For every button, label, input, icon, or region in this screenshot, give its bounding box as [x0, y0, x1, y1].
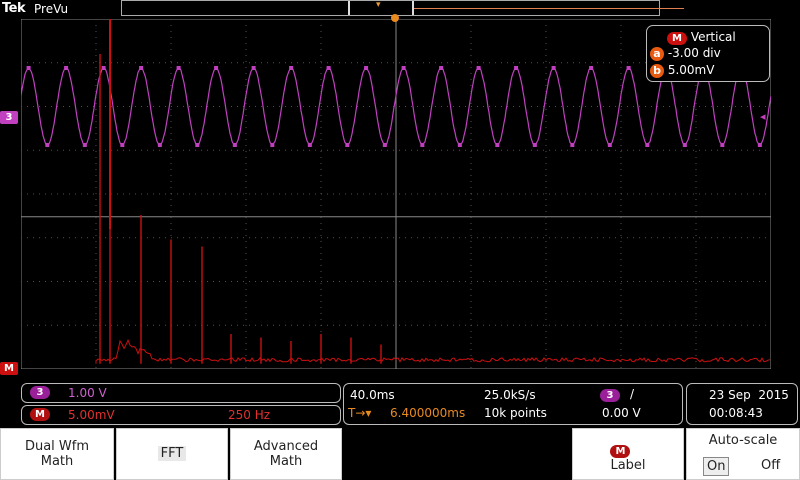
advanced-label: Advanced	[231, 439, 341, 454]
vertical-title-row: M Vertical	[667, 30, 736, 45]
ch3-trough-mark	[45, 143, 49, 147]
ch3-trough-mark	[683, 143, 687, 147]
ch3-trough-mark	[233, 143, 237, 147]
ch3-peak-mark	[627, 66, 631, 70]
top-bar: Tek PreVu ▾	[0, 0, 800, 18]
time: 00:08:43	[709, 406, 763, 420]
vertical-offset-row[interactable]: a -3.00 div	[650, 46, 721, 61]
math-badge: M	[667, 32, 687, 45]
sample-rate: 25.0kS/s	[484, 388, 536, 402]
ch3-peak-mark	[289, 66, 293, 70]
ch3-trough-mark	[83, 143, 87, 147]
trigger-position-icon: T→▾	[348, 406, 371, 420]
ch3-peak-mark	[552, 66, 556, 70]
ch3-trough-mark	[308, 143, 312, 147]
ch3-trough-mark	[345, 143, 349, 147]
math-status-badge: M	[30, 408, 50, 421]
fft-label: FFT	[158, 446, 187, 461]
dual-wfm-math-button[interactable]: Dual Wfm Math	[0, 428, 114, 480]
ch3-trough-mark	[608, 143, 612, 147]
math-status[interactable]: M 5.00mV 250 Hz	[21, 405, 341, 425]
ch3-peak-mark	[439, 66, 443, 70]
ch3-trough-mark	[720, 143, 724, 147]
ch3-trough-mark	[495, 143, 499, 147]
trigger-slope-icon: /	[630, 387, 634, 401]
ch3-trough-mark	[120, 143, 124, 147]
vertical-offset: -3.00 div	[668, 46, 721, 60]
ch3-peak-mark	[64, 66, 68, 70]
knob-a-icon: a	[650, 47, 664, 61]
ch3-trough-mark	[533, 143, 537, 147]
trigger-marker-icon: ▾	[376, 1, 381, 9]
trigger-point-icon	[391, 14, 399, 22]
ch3-trough-mark	[645, 143, 649, 147]
math-scale: 5.00mV	[68, 408, 115, 422]
ch3-trough-mark	[270, 143, 274, 147]
brand-logo: Tek	[2, 1, 25, 16]
ch3-peak-mark	[402, 66, 406, 70]
math-frequency: 250 Hz	[228, 408, 270, 422]
ch3-trough-mark	[383, 143, 387, 147]
vertical-scale-row[interactable]: b 5.00mV	[650, 63, 714, 78]
ch3-peak-mark	[327, 66, 331, 70]
timebase: 40.0ms	[350, 388, 395, 402]
trigger-position: 6.400000ms	[390, 406, 465, 420]
record-window[interactable]	[348, 1, 414, 15]
ch3-peak-mark	[139, 66, 143, 70]
ch3-badge: 3	[30, 386, 50, 399]
advanced-math-label: Math	[231, 454, 341, 469]
ch3-trough-mark	[758, 143, 762, 147]
ch3-peak-mark	[589, 66, 593, 70]
datetime-status: 23 Sep 2015 00:08:43	[686, 383, 798, 425]
knob-b-icon: b	[650, 64, 664, 78]
autoscale-title: Auto-scale	[687, 433, 799, 448]
vertical-scale: 5.00mV	[668, 63, 715, 77]
autoscale-on[interactable]: On	[703, 457, 729, 476]
ch3-trough-mark	[158, 143, 162, 147]
dual-wfm-math-label: Math	[1, 454, 113, 469]
ch3-peak-mark	[252, 66, 256, 70]
ch3-scale: 1.00 V	[68, 386, 107, 400]
ch3-peak-mark	[477, 66, 481, 70]
ch3-trough-mark	[570, 143, 574, 147]
vertical-panel[interactable]: M Vertical a -3.00 div b 5.00mV	[646, 25, 770, 82]
horizontal-status[interactable]: 40.0ms 25.0kS/s T→▾ 6.400000ms 10k point…	[343, 383, 683, 425]
trigger-level: 0.00 V	[602, 406, 641, 420]
dual-wfm-label: Dual Wfm	[1, 439, 113, 454]
label-button[interactable]: M Label	[572, 428, 684, 480]
date: 23 Sep 2015	[709, 388, 789, 402]
ch3-right-marker-icon: ◂	[760, 110, 766, 123]
record-length: 10k points	[484, 406, 547, 420]
ch3-status[interactable]: 3 1.00 V	[21, 383, 341, 403]
trigger-source-badge: 3	[600, 389, 620, 402]
acquisition-mode: PreVu	[34, 2, 68, 16]
ch3-peak-mark	[214, 66, 218, 70]
record-line	[414, 8, 684, 9]
ch3-level-marker[interactable]: 3	[0, 111, 18, 124]
fft-button[interactable]: FFT	[116, 428, 228, 480]
record-view[interactable]: ▾	[121, 0, 660, 16]
ch3-trough-mark	[195, 143, 199, 147]
ch3-peak-mark	[102, 66, 106, 70]
advanced-math-button[interactable]: Advanced Math	[230, 428, 342, 480]
ch3-peak-mark	[27, 66, 31, 70]
label-badge: M	[610, 445, 630, 458]
ch3-trough-mark	[458, 143, 462, 147]
ch3-peak-mark	[514, 66, 518, 70]
ch3-peak-mark	[364, 66, 368, 70]
ch3-trough-mark	[420, 143, 424, 147]
vertical-title: Vertical	[691, 30, 736, 44]
autoscale-button[interactable]: Auto-scale On Off	[686, 428, 800, 480]
math-level-marker[interactable]: M	[0, 362, 18, 375]
label-text: Label	[610, 458, 645, 473]
ch3-peak-mark	[177, 66, 181, 70]
autoscale-off[interactable]: Off	[761, 458, 780, 473]
